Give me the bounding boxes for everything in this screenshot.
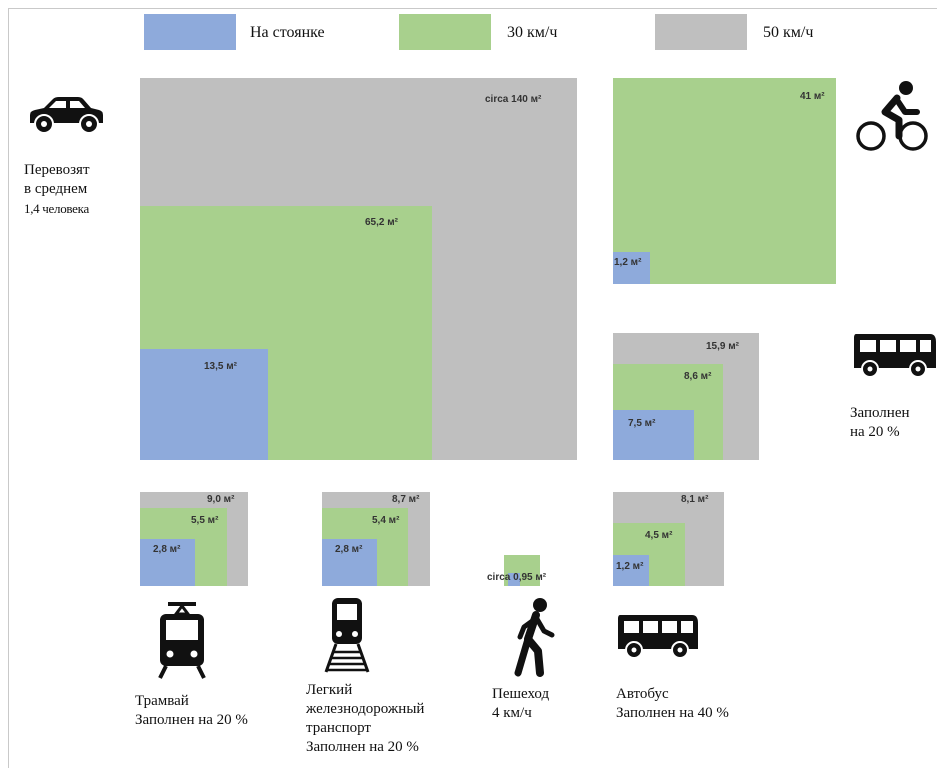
legend-swatch-speed30: [399, 14, 491, 50]
bus-icon: [852, 332, 937, 380]
bicycle-area-speed30: [613, 78, 836, 284]
pedestrian-caption-line: Пешеход: [492, 686, 550, 702]
car-caption-line: 1,4 человека: [24, 201, 89, 216]
figure-frame: [8, 8, 937, 768]
bus20-area-parked: [613, 410, 694, 460]
pedestrian-caption: Пешеход 4 км/ч: [492, 685, 549, 723]
car-label-speed50: circa 140 м²: [485, 94, 542, 105]
bus40-label-speed30: 4,5 м²: [645, 530, 673, 541]
pedestrian-area-parked: [508, 573, 520, 586]
pedestrian-icon: [510, 597, 556, 677]
light-rail-label-speed30: 5,4 м²: [372, 515, 400, 526]
light-rail-area-parked: [322, 539, 377, 586]
tram-label-speed30: 5,5 м²: [191, 515, 219, 526]
bus40-label-speed50: 8,1 м²: [681, 494, 709, 505]
car-icon: [26, 95, 106, 137]
bus20-label-parked: 7,5 м²: [628, 418, 656, 429]
light-rail-caption-line: Легкий: [306, 682, 353, 698]
bus20-caption-line: Заполнен: [850, 405, 910, 421]
bus20-label-speed50: 15,9 м²: [706, 341, 739, 352]
train-icon: [322, 596, 372, 674]
legend-swatch-parked: [144, 14, 236, 50]
bus40-caption-line: Автобус: [616, 686, 669, 702]
tram-caption-line: Трамвай: [135, 693, 189, 709]
bicycle-icon: [855, 80, 931, 156]
car-caption-line: в среднем: [24, 181, 88, 197]
tram-icon: [156, 598, 208, 680]
bus20-caption-line: на 20 %: [850, 424, 900, 440]
tram-caption-line: Заполнен на 20 %: [135, 712, 248, 728]
legend-label-speed30: 30 км/ч: [507, 24, 558, 41]
car-area-parked: [140, 349, 268, 460]
bicycle-label-parked: 1,2 м²: [614, 257, 642, 268]
car-label-parked: 13,5 м²: [204, 361, 237, 372]
car-caption-line: Перевозят: [24, 162, 90, 178]
tram-caption: Трамвай Заполнен на 20 %: [135, 692, 248, 730]
pedestrian-caption-line: 4 км/ч: [492, 705, 532, 721]
legend-swatch-speed50: [655, 14, 747, 50]
bus40-label-parked: 1,2 м²: [616, 561, 644, 572]
pedestrian-label-area: circa 0,95 м²: [487, 572, 547, 583]
legend-label-speed50: 50 км/ч: [763, 24, 814, 41]
light-rail-caption-line: транспорт: [306, 720, 371, 736]
bus20-label-speed30: 8,6 м²: [684, 371, 712, 382]
tram-label-parked: 2,8 м²: [153, 544, 181, 555]
legend-label-parked: На стоянке: [250, 24, 325, 41]
light-rail-caption: Легкий железнодорожный транспорт Заполне…: [306, 681, 424, 757]
car-label-speed30: 65,2 м²: [365, 217, 398, 228]
bus-icon: [616, 613, 700, 661]
tram-area-parked: [140, 539, 195, 586]
light-rail-caption-line: железнодорожный: [306, 701, 425, 717]
tram-label-speed50: 9,0 м²: [207, 494, 235, 505]
light-rail-label-speed50: 8,7 м²: [392, 494, 420, 505]
bicycle-label-speed30: 41 м²: [800, 91, 825, 102]
bicycle-area-parked: [613, 252, 650, 284]
bus40-caption-line: Заполнен на 40 %: [616, 705, 729, 721]
car-caption: Перевозят в среднем 1,4 человека: [24, 161, 90, 218]
light-rail-label-parked: 2,8 м²: [335, 544, 363, 555]
bus20-caption: Заполнен на 20 %: [850, 404, 910, 442]
bus40-caption: Автобус Заполнен на 40 %: [616, 685, 729, 723]
light-rail-caption-line: Заполнен на 20 %: [306, 739, 419, 755]
bus40-area-parked: [613, 555, 649, 586]
